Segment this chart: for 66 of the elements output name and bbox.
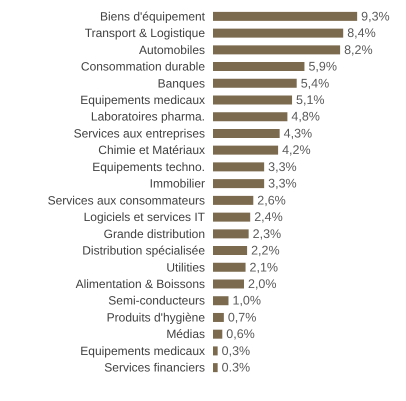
data-label: 8,2%	[344, 42, 373, 57]
bar	[213, 96, 292, 104]
bar	[213, 363, 218, 372]
data-label: 2,1%	[250, 260, 278, 274]
bar	[213, 229, 249, 238]
y-tick-label: Alimentation & Boissons	[76, 277, 205, 291]
bar	[213, 45, 340, 54]
bar	[213, 146, 278, 155]
bar	[213, 112, 288, 122]
y-tick-label: Services aux entreprises	[74, 126, 205, 140]
data-label: 2,4%	[254, 210, 283, 224]
y-tick-label: Equipements medicaux	[80, 344, 205, 358]
data-label: 8,4%	[347, 26, 376, 40]
data-label: 5,1%	[296, 93, 325, 107]
data-label: 9,3%	[361, 9, 390, 24]
bar	[213, 312, 224, 322]
bar	[213, 330, 222, 339]
bar	[213, 78, 297, 88]
bar	[213, 246, 248, 256]
y-tick-label: Utilities	[166, 260, 205, 274]
bar	[213, 296, 228, 306]
y-tick-label: Banques	[158, 76, 205, 90]
bar	[213, 262, 246, 272]
y-tick-label: Grande distribution	[104, 226, 205, 241]
data-label: 4,8%	[291, 110, 320, 124]
bar	[213, 346, 218, 356]
data-label: 2,2%	[251, 244, 280, 258]
data-label: 0,3%	[222, 344, 250, 358]
y-tick-label: Services aux consommateurs	[48, 193, 205, 208]
y-tick-label: Biens d'équipement	[100, 9, 206, 24]
data-label: 0,7%	[228, 310, 256, 324]
data-label: 3,3%	[268, 160, 297, 174]
data-label: 2,6%	[257, 193, 286, 208]
data-label: 5,9%	[308, 60, 337, 74]
y-tick-label: Equipements medicaux	[80, 93, 205, 107]
bar	[213, 62, 304, 72]
data-label: 5,4%	[300, 76, 330, 90]
data-label: 4,3%	[284, 126, 312, 140]
data-label: 0.3%	[222, 360, 250, 375]
y-tick-label: Transport & Logistique	[84, 26, 206, 40]
y-tick-label: Automobiles	[138, 42, 205, 57]
y-tick-label: Laboratoires pharma.	[90, 110, 205, 124]
y-tick-label: Immobilier	[150, 176, 205, 191]
bar	[213, 12, 358, 21]
y-tick-label: Distribution spécialisée	[82, 244, 206, 258]
data-label: 2,3%	[252, 226, 282, 241]
bar	[213, 28, 344, 38]
bar	[213, 280, 244, 288]
data-label: 0,6%	[226, 327, 255, 342]
y-tick-label: Semi-conducteurs	[108, 294, 205, 308]
y-tick-label: Equipements techno.	[92, 160, 205, 174]
bar	[213, 162, 264, 172]
y-tick-label: Services financiers	[104, 360, 205, 375]
data-label: 3,3%	[268, 176, 297, 191]
bar	[213, 179, 264, 188]
bar	[213, 212, 250, 222]
y-tick-label: Logiciels et services IT	[84, 210, 206, 224]
bar	[213, 196, 254, 205]
bar	[213, 128, 280, 138]
y-tick-label: Médias	[166, 327, 205, 342]
data-label: 2,0%	[248, 277, 276, 291]
data-label: 1,0%	[232, 294, 261, 308]
y-tick-label: Chimie et Matériaux	[98, 143, 205, 158]
data-label: 4,2%	[282, 143, 311, 158]
y-tick-label: Produits d'hygiène	[106, 310, 206, 324]
y-tick-label: Consommation durable	[80, 60, 206, 74]
